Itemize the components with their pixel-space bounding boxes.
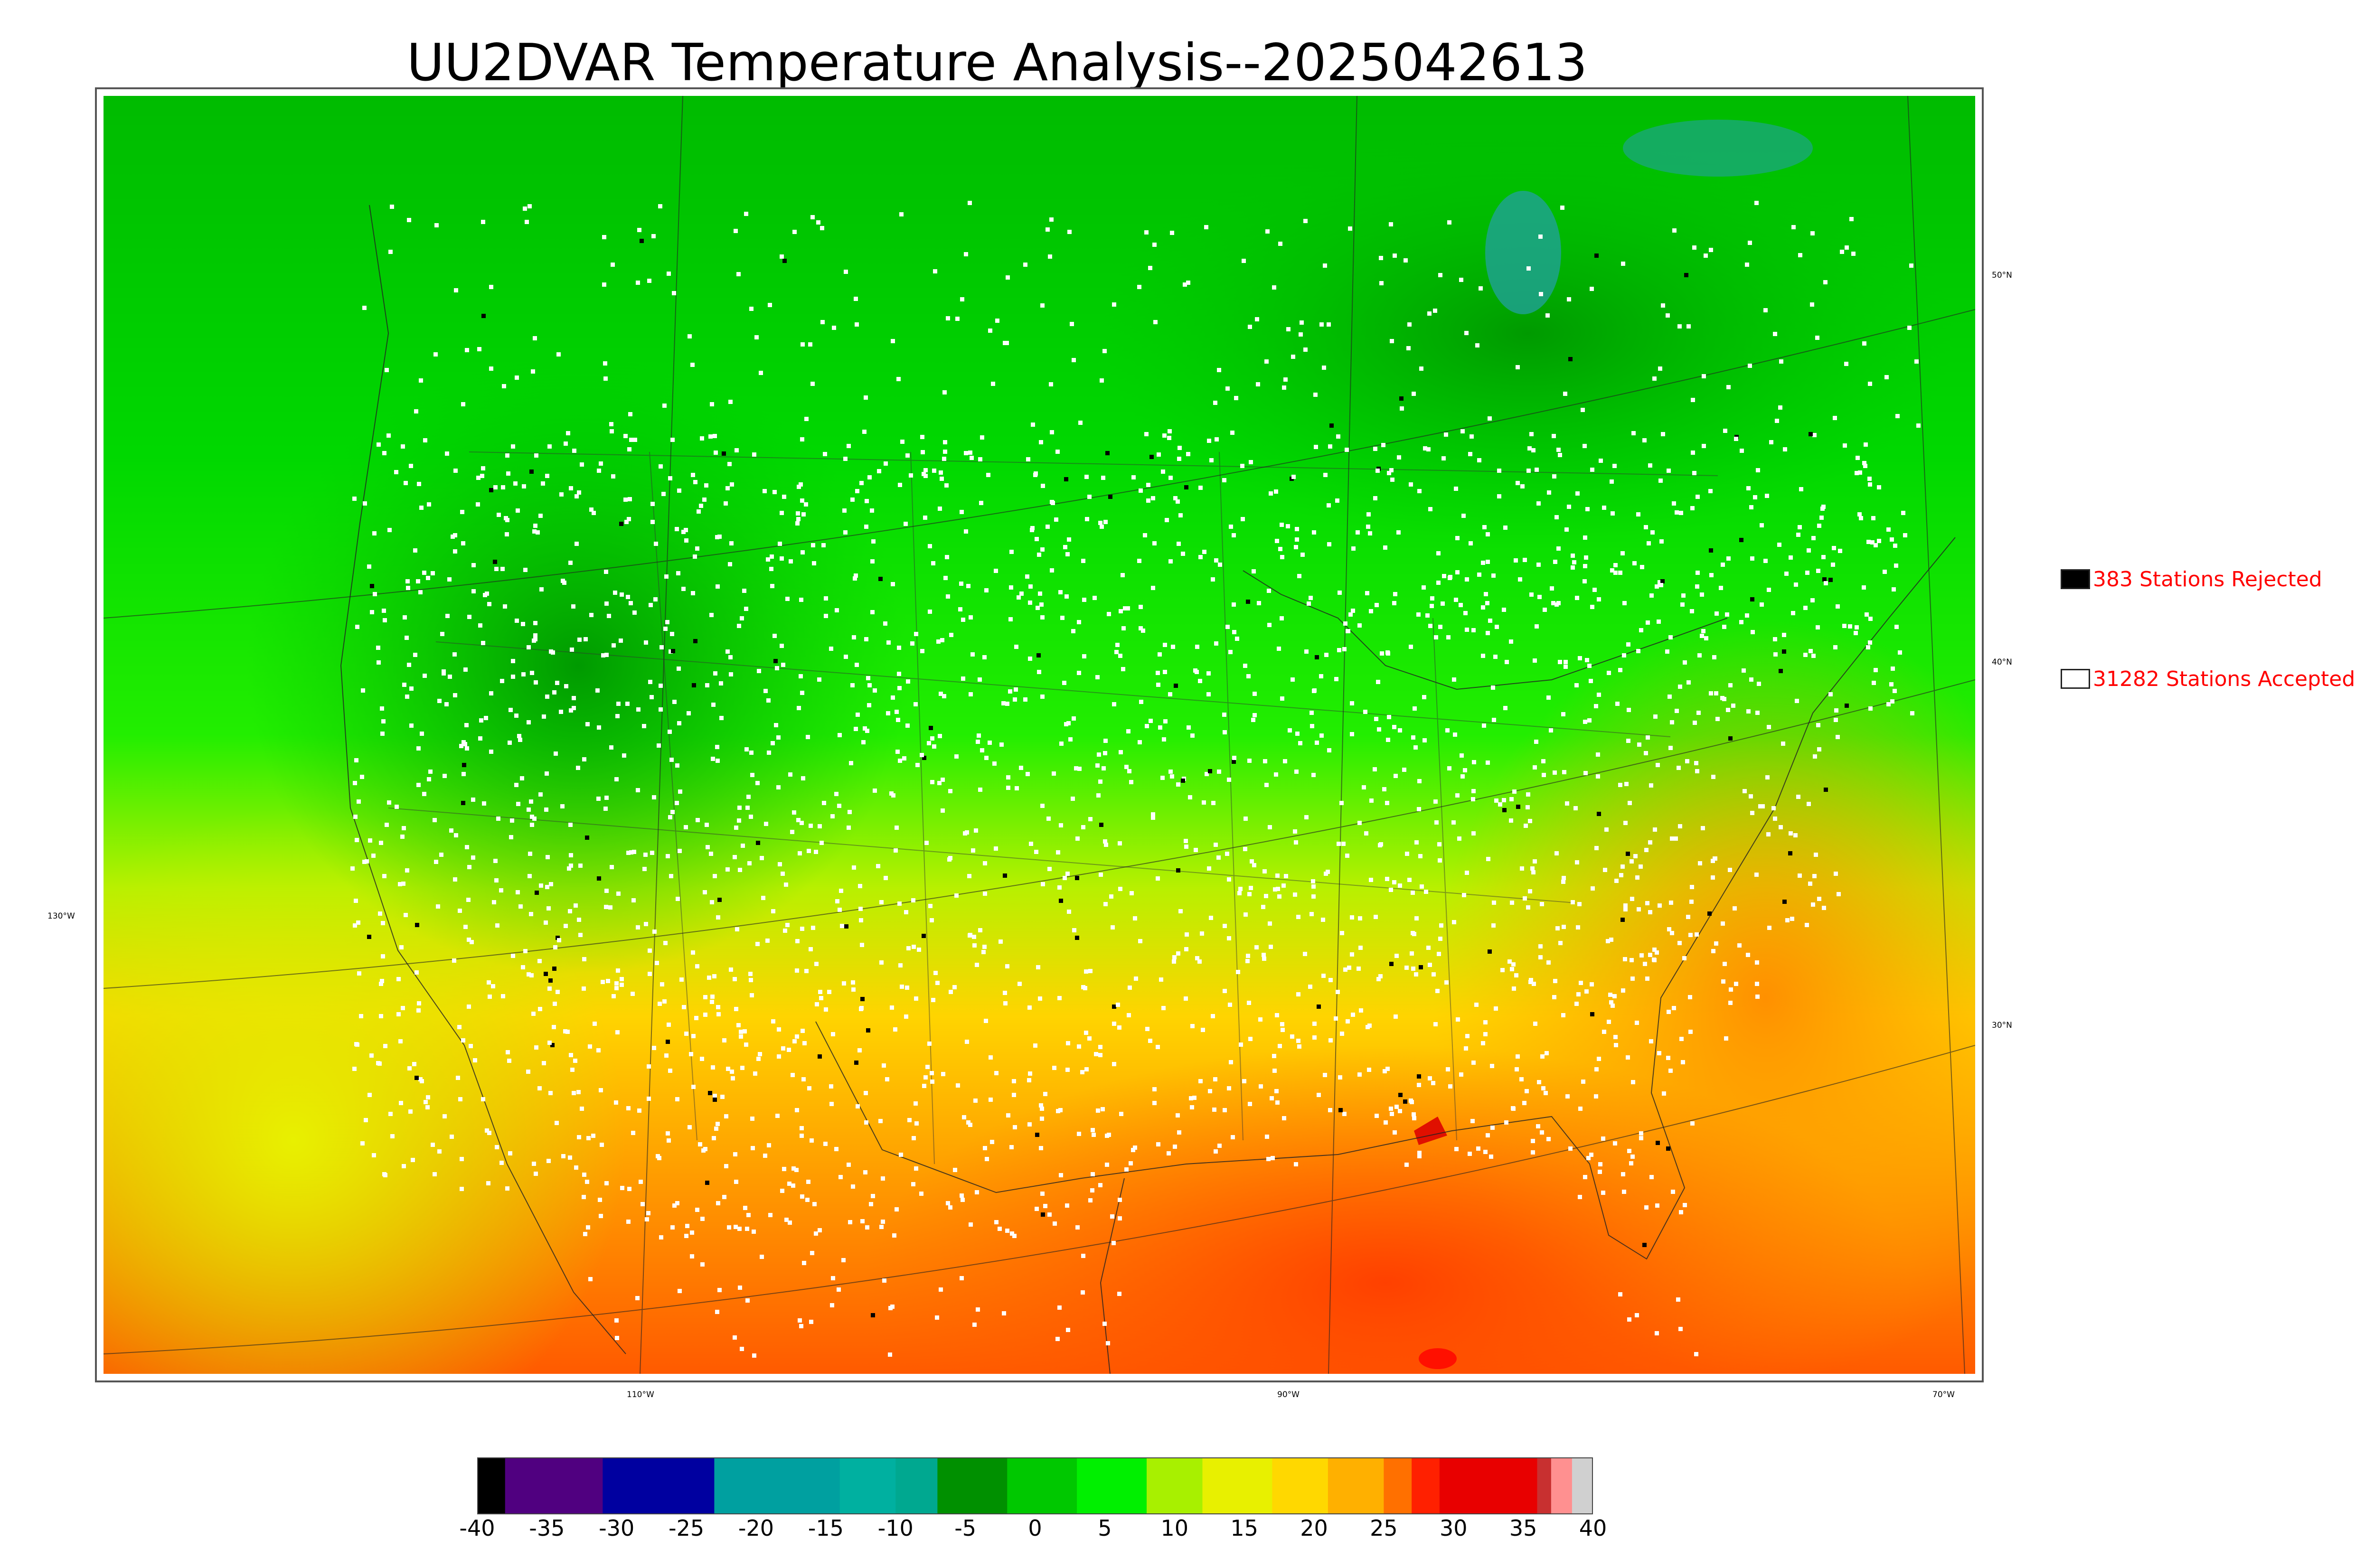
- colorbar-segment: [477, 1457, 506, 1514]
- lake-nipigon-cold-spot: [1485, 191, 1561, 314]
- colorbar-segment: [1412, 1457, 1440, 1514]
- lat-label-30n: 30°N: [1992, 1021, 2012, 1030]
- colorbar-segment: [895, 1457, 938, 1514]
- gulf-hot-region: [863, 1045, 1908, 1374]
- border-mid-2: [388, 807, 1576, 903]
- colorbar-segment: [714, 1457, 840, 1514]
- legend-rejected: 383 Stations Rejected: [2061, 565, 2322, 593]
- colorbar-segment: [1202, 1457, 1272, 1514]
- pacific-coastline: [340, 205, 626, 1354]
- station-markers: [350, 201, 1921, 1358]
- rejected-label: 383 Stations Rejected: [2093, 567, 2322, 592]
- border-49n: [469, 451, 1718, 476]
- colorbar-segment: [1384, 1457, 1412, 1514]
- colorbar-tick: 25: [1370, 1515, 1398, 1541]
- border-east-1: [1432, 618, 1457, 1141]
- colorbar-tick: -35: [529, 1515, 565, 1541]
- accepted-label: 31282 Stations Accepted: [2093, 667, 2355, 691]
- lon-label-90w: 90°W: [1277, 1390, 1300, 1399]
- hudson-bay-cold-spot: [1623, 120, 1813, 177]
- legend-accepted: 31282 Stations Accepted: [2061, 665, 2355, 693]
- louisiana-hot-spot: [1414, 1117, 1447, 1145]
- colorbar-tick: 0: [1028, 1515, 1042, 1541]
- colorbar-tick-labels: -40 -35 -30 -25 -20 -15 -10 -5 0 5 10 15 20 25 30 35 40: [459, 1515, 1607, 1544]
- colorbar-segment: [1272, 1457, 1328, 1514]
- colorbar-segment: [1147, 1457, 1203, 1514]
- colorbar-tick: -10: [877, 1515, 914, 1541]
- colorbar-segment: [1328, 1457, 1384, 1514]
- colorbar-tick: 40: [1579, 1515, 1607, 1541]
- lat-label-50n: 50°N: [1992, 271, 2012, 280]
- colorbar-tick: 10: [1160, 1515, 1189, 1541]
- colorbar-segment: [1439, 1457, 1537, 1514]
- colorbar-tick: 35: [1509, 1515, 1537, 1541]
- temperature-colorbar: [477, 1457, 1593, 1514]
- accepted-swatch: [2061, 669, 2090, 689]
- lat-line-30n: [104, 1045, 1975, 1354]
- great-lakes-shore: [1243, 570, 1728, 690]
- colorbar-segment: [505, 1457, 603, 1514]
- canada-cold-region: [1101, 120, 1955, 547]
- colorbar-tick: 15: [1230, 1515, 1258, 1541]
- colorbar-tick: -40: [459, 1515, 495, 1541]
- colorbar-segment: [839, 1457, 896, 1514]
- temperature-map: [95, 87, 1984, 1382]
- colorbar-segment: [1077, 1457, 1147, 1514]
- colorbar-segment: [1537, 1457, 1552, 1514]
- colorbar-tick: -30: [599, 1515, 635, 1541]
- lat-line-40n: [104, 679, 1975, 989]
- colorbar-tick: -5: [954, 1515, 977, 1541]
- colorbar-segment: [1551, 1457, 1573, 1514]
- rejected-swatch: [2061, 569, 2090, 589]
- border-central: [1219, 451, 1244, 1141]
- lon-line-90w: [1328, 96, 1357, 1374]
- colorbar-tick: 20: [1300, 1515, 1328, 1541]
- colorbar-tick: -25: [669, 1515, 705, 1541]
- lon-label-130w: 130°W: [47, 911, 75, 921]
- temperature-field: [104, 96, 1975, 1374]
- colorbar-segment: [603, 1457, 715, 1514]
- page-title: UU2DVAR Temperature Analysis--2025042613: [406, 33, 1588, 93]
- border-mid-1: [435, 641, 1671, 737]
- lat-line-50n: [104, 309, 1975, 619]
- lon-line-110w: [640, 96, 683, 1374]
- gulf-hot-spot: [1419, 1348, 1457, 1369]
- colorbar-tick: 5: [1098, 1515, 1112, 1541]
- lon-line-70w: [1907, 96, 1965, 1374]
- rockies-cold-region: [246, 357, 911, 974]
- colorbar-tick: 30: [1439, 1515, 1468, 1541]
- lon-label-110w: 110°W: [627, 1390, 654, 1399]
- colorbar-tick: -15: [808, 1515, 844, 1541]
- colorbar-segment: [1572, 1457, 1593, 1514]
- colorbar-segment: [937, 1457, 1008, 1514]
- colorbar-border: [477, 1457, 1593, 1514]
- colorbar-segment: [1007, 1457, 1077, 1514]
- lat-label-40n: 40°N: [1992, 657, 2012, 667]
- colorbar-tick: -20: [738, 1515, 774, 1541]
- graticule: [104, 96, 1975, 1374]
- border-west-1: [649, 451, 697, 1141]
- lon-label-70w: 70°W: [1932, 1390, 1955, 1399]
